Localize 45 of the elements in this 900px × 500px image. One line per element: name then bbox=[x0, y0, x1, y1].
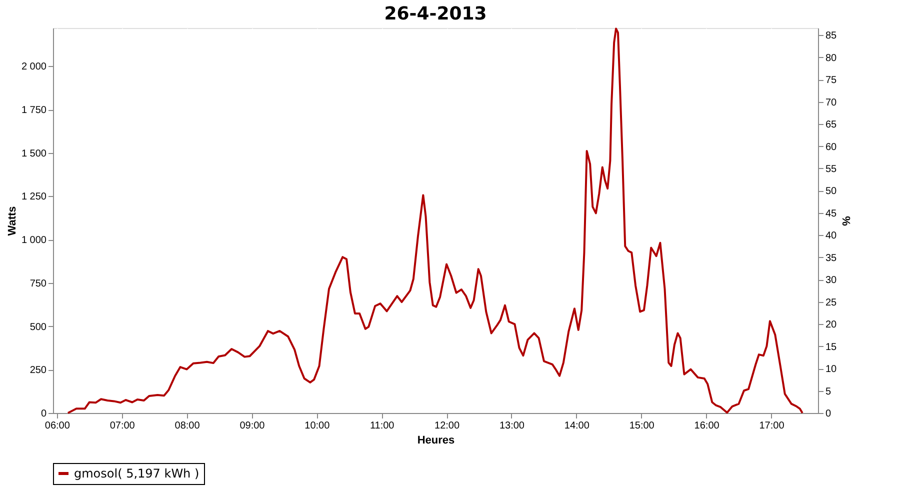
y2-tick-label: 65 bbox=[826, 120, 838, 131]
x-tick-label: 10:00 bbox=[304, 420, 330, 432]
y2-tick-label: 80 bbox=[826, 52, 838, 64]
x-tick-label: 06:00 bbox=[44, 420, 70, 432]
x-tick-label: 17:00 bbox=[759, 420, 785, 432]
y2-tick-label: 60 bbox=[826, 142, 838, 153]
y2-tick-label: 25 bbox=[826, 297, 838, 308]
y2-tick-label: 40 bbox=[826, 230, 838, 242]
y-tick-label: 250 bbox=[30, 365, 47, 376]
y2-tick-label: 20 bbox=[826, 320, 838, 331]
y2-tick-label: 30 bbox=[826, 275, 838, 286]
x-tick-label: 13:00 bbox=[499, 420, 525, 432]
y2-tick-label: 55 bbox=[826, 164, 838, 175]
x-tick-label: 16:00 bbox=[694, 420, 720, 432]
y2-tick-label: 15 bbox=[826, 342, 838, 353]
x-tick-label: 07:00 bbox=[110, 420, 136, 432]
y2-tick-label: 70 bbox=[826, 97, 838, 108]
y2-tick-label: 0 bbox=[826, 408, 832, 420]
y2-tick-label: 35 bbox=[826, 252, 838, 264]
y-tick-label: 0 bbox=[40, 408, 47, 420]
x-tick-label: 15:00 bbox=[629, 420, 655, 432]
x-tick-label: 14:00 bbox=[564, 420, 590, 432]
x-tick-label: 11:00 bbox=[370, 420, 395, 432]
x-tick-label: 08:00 bbox=[174, 420, 200, 432]
x-tick-label: 09:00 bbox=[240, 420, 266, 432]
chart-title: 26-4-2013 bbox=[384, 4, 487, 25]
y2-tick-label: 50 bbox=[826, 186, 838, 198]
x-tick-label: 12:00 bbox=[434, 420, 460, 432]
y2-axis-title: % bbox=[840, 216, 852, 226]
y-tick-label: 1 000 bbox=[21, 235, 47, 246]
y-tick-label: 1 500 bbox=[21, 148, 47, 160]
y-tick-label: 750 bbox=[30, 278, 47, 290]
legend-label: gmosol( 5,197 kWh ) bbox=[74, 466, 200, 480]
y2-tick-label: 10 bbox=[826, 364, 838, 376]
y-tick-label: 500 bbox=[30, 322, 47, 333]
y2-tick-label: 5 bbox=[826, 386, 832, 398]
y-axis-title: Watts bbox=[6, 206, 18, 236]
x-axis-title: Heures bbox=[417, 434, 455, 446]
y-tick-label: 1 250 bbox=[21, 192, 47, 203]
line-series bbox=[66, 28, 804, 414]
y2-tick-label: 45 bbox=[826, 208, 838, 220]
y-tick-label: 2 000 bbox=[21, 62, 47, 73]
y2-tick-label: 75 bbox=[826, 75, 838, 86]
y2-tick-label: 85 bbox=[826, 30, 838, 42]
y-tick-label: 1 750 bbox=[21, 105, 47, 116]
